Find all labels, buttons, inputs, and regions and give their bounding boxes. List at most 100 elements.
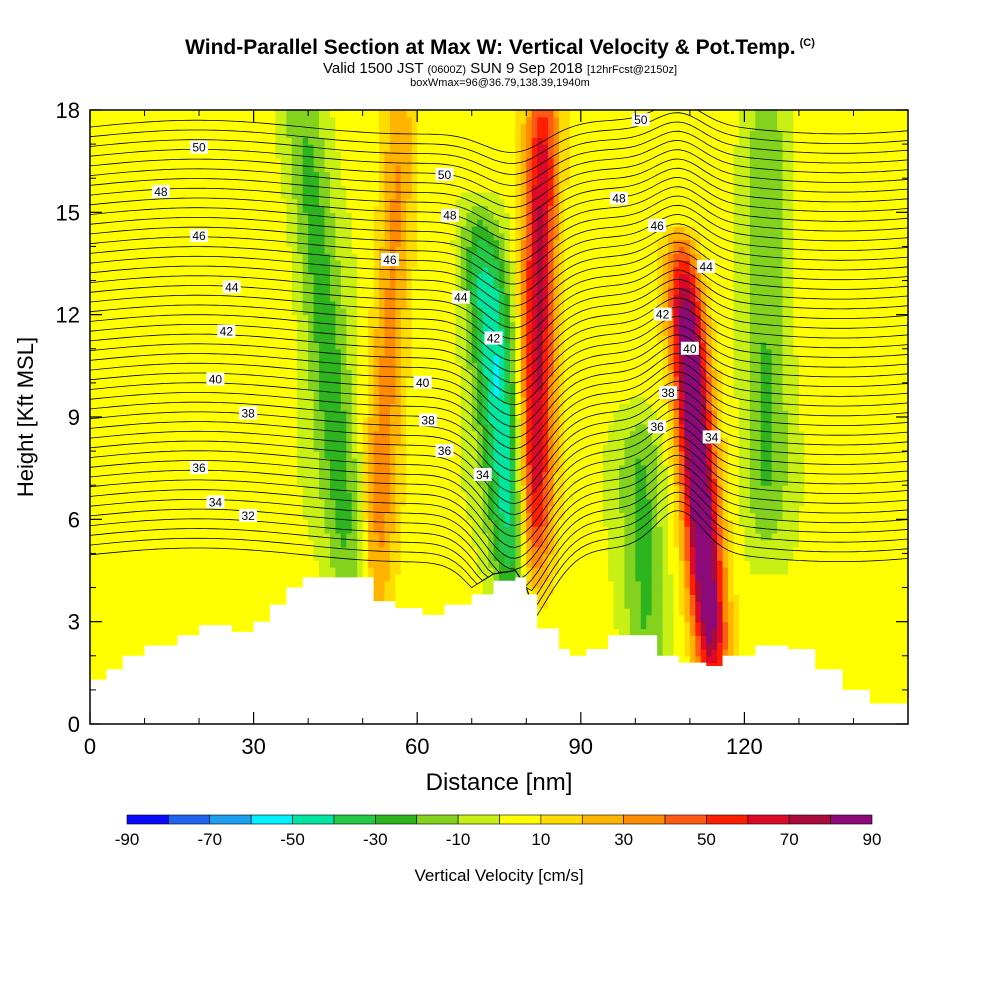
w-cell (237, 185, 244, 193)
w-cell (319, 185, 326, 193)
w-cell (389, 471, 396, 479)
w-cell (128, 382, 135, 391)
w-cell (160, 150, 167, 159)
w-cell (133, 239, 140, 248)
w-cell (160, 239, 167, 248)
w-cell (171, 205, 178, 213)
w-cell (215, 144, 222, 152)
w-cell (264, 471, 271, 479)
w-cell (351, 362, 358, 370)
w-cell (319, 403, 326, 411)
w-cell (253, 519, 260, 527)
w-cell (122, 369, 129, 377)
w-cell (291, 191, 298, 200)
w-cell (362, 253, 369, 261)
w-cell (297, 178, 304, 186)
w-cell (237, 307, 244, 316)
w-cell (280, 362, 287, 370)
w-cell (340, 410, 347, 418)
w-cell (128, 273, 135, 282)
w-cell (111, 369, 118, 377)
w-cell (242, 573, 249, 582)
w-cell (231, 116, 238, 125)
w-cell (182, 253, 189, 261)
w-cell (220, 451, 227, 459)
w-cell (111, 219, 118, 227)
w-cell (248, 314, 255, 323)
w-cell (117, 505, 124, 514)
w-cell (166, 280, 173, 288)
w-cell (226, 437, 233, 445)
w-cell (149, 239, 157, 248)
w-cell (346, 157, 353, 166)
w-cell (389, 580, 396, 589)
w-cell (319, 171, 326, 179)
w-cell (324, 116, 331, 125)
w-cell (204, 110, 211, 118)
w-cell (122, 553, 129, 561)
w-cell (106, 280, 113, 288)
w-cell (177, 628, 184, 636)
w-cell (269, 232, 277, 241)
w-cell (280, 532, 287, 541)
w-cell (139, 396, 146, 404)
w-cell (302, 348, 309, 357)
w-cell (128, 621, 135, 630)
w-cell (182, 123, 189, 132)
w-cell (106, 457, 113, 466)
w-cell (242, 417, 249, 425)
w-cell (204, 382, 211, 391)
w-cell (144, 567, 151, 575)
w-cell (117, 648, 124, 657)
w-cell (209, 410, 217, 418)
w-cell (357, 430, 364, 439)
w-cell (286, 301, 293, 309)
w-cell (291, 110, 298, 118)
w-cell (226, 164, 233, 172)
w-cell (351, 512, 358, 520)
w-cell (95, 601, 102, 609)
w-cell (269, 430, 277, 439)
w-cell (297, 355, 304, 364)
w-cell (308, 185, 315, 193)
w-cell (291, 410, 298, 418)
w-cell (220, 608, 227, 616)
w-cell (324, 532, 331, 541)
w-cell (264, 219, 271, 227)
w-cell (291, 198, 298, 207)
w-cell (231, 498, 238, 507)
w-cell (351, 110, 358, 118)
w-cell (280, 307, 287, 316)
w-cell (275, 123, 282, 132)
w-cell (144, 614, 151, 623)
w-cell (308, 539, 315, 548)
w-cell (171, 478, 178, 486)
w-cell (160, 273, 167, 282)
w-cell (144, 580, 151, 589)
w-cell (242, 178, 249, 186)
w-cell (357, 150, 364, 159)
w-cell (106, 635, 113, 643)
w-cell (199, 532, 206, 541)
w-cell (226, 423, 233, 432)
w-cell (177, 225, 184, 234)
w-cell (340, 539, 347, 548)
w-cell (171, 485, 178, 493)
w-cell (324, 437, 331, 445)
w-cell (297, 417, 304, 425)
w-cell (106, 348, 113, 357)
w-cell (133, 144, 140, 152)
w-cell (259, 471, 266, 479)
w-cell (237, 519, 244, 527)
w-cell (319, 423, 326, 432)
w-cell (340, 444, 347, 452)
w-cell (275, 553, 282, 561)
w-cell (188, 532, 195, 541)
w-cell (193, 376, 200, 384)
w-cell (220, 219, 227, 227)
w-cell (160, 567, 167, 575)
w-cell (357, 314, 364, 323)
w-cell (291, 403, 298, 411)
w-cell (253, 110, 260, 118)
w-cell (90, 280, 97, 288)
